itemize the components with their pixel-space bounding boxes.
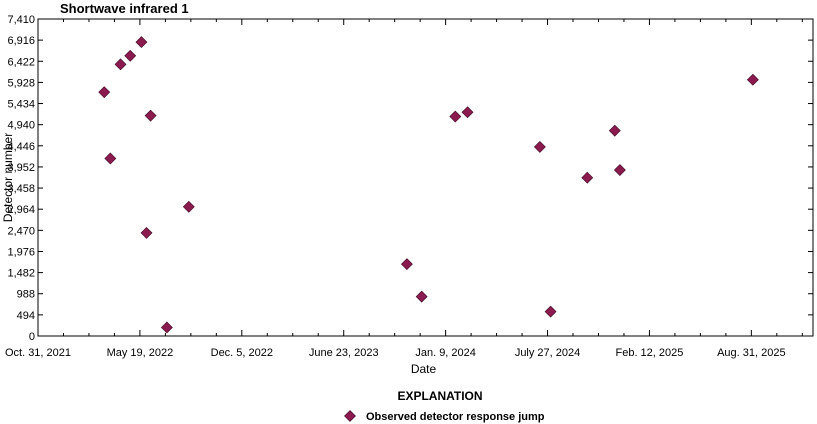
y-tick-label: 6,422 [7,56,35,68]
y-tick-label: 5,434 [7,99,35,111]
legend-marker [344,410,356,422]
x-axis-label: Date [411,362,437,376]
y-tick-label: 7,410 [7,14,35,26]
data-point [608,124,621,137]
x-tick-label: Oct. 31, 2021 [5,347,71,359]
data-point [98,86,111,99]
x-tick-label: Feb. 12, 2025 [615,347,683,359]
x-tick-label: Jan. 9, 2024 [415,347,476,359]
data-point [182,200,195,213]
data-point [160,321,173,334]
y-axis: 0 494 988 1,482 1,976 2,470 2,964 3,458 3,952 4,4… [7,14,813,343]
data-point [461,106,474,119]
x-tick-label: July 27, 2024 [515,347,580,359]
plot-area [37,18,814,337]
data-point [124,49,137,62]
y-tick-label: 4,940 [7,120,35,132]
data-point [144,109,157,122]
data-point [415,290,428,303]
y-axis-label: Detector number [1,133,15,222]
y-tick-label: 5,928 [7,77,35,89]
y-tick-label: 494 [17,310,35,322]
y-tick-label: 1,976 [7,246,35,258]
data-point [140,226,153,239]
chart-title: Shortwave infrared 1 [60,1,189,16]
y-tick-label: 6,916 [7,35,35,47]
x-axis: Oct. 31, 2021 May 19, 2022 Dec. 5, 2022 Jun… [5,19,803,359]
data-point [746,73,759,86]
y-tick-label: 2,964 [7,204,35,216]
data-point [400,258,413,271]
data-point [449,110,462,123]
y-tick-label: 988 [17,289,35,301]
y-tick-label: 1,482 [7,268,35,280]
x-tick-label: May 19, 2022 [107,347,174,359]
legend-title: EXPLANATION [397,389,482,403]
y-tick-label: 2,470 [7,225,35,237]
data-points [98,36,759,334]
legend: EXPLANATION Observed detector response j… [344,389,545,423]
y-tick-label: 4,446 [7,141,35,153]
x-tick-label: Aug. 31, 2025 [717,347,786,359]
x-tick-label: June 23, 2023 [309,347,379,359]
x-tick-label: Dec. 5, 2022 [211,347,273,359]
data-point [104,152,117,165]
data-point [114,58,127,71]
y-tick-label: 3,952 [7,162,35,174]
data-point [135,36,148,49]
data-point [533,140,546,153]
data-point [581,171,594,184]
legend-label: Observed detector response jump [366,411,545,423]
y-tick-label: 3,458 [7,183,35,195]
data-point [544,305,557,318]
data-point [613,164,626,176]
y-tick-label: 0 [29,331,35,343]
